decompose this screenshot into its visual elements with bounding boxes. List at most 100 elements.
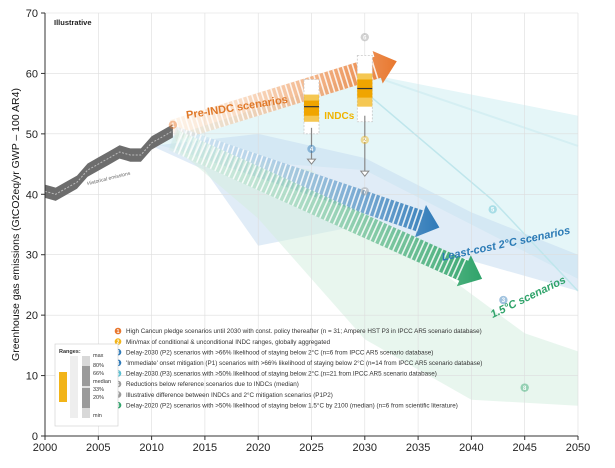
arrow-stripe xyxy=(377,197,387,219)
x-tick-label: 2010 xyxy=(139,442,163,454)
legend-marker-1 xyxy=(114,327,122,335)
arrow-stripe xyxy=(300,189,312,211)
x-tick-label: 2025 xyxy=(299,442,323,454)
arrow-stripe xyxy=(236,99,245,121)
arrow-stripe xyxy=(358,190,368,213)
y-tick-label: 70 xyxy=(26,8,38,20)
arrow-stripe xyxy=(270,88,279,111)
indc-ranges xyxy=(303,54,373,177)
x-tick-label: 2020 xyxy=(246,442,270,454)
arrow-stripe xyxy=(260,91,269,114)
arrow-stripe xyxy=(255,168,266,190)
ranges-key-bar-light xyxy=(70,356,78,418)
x-tick-label: 2000 xyxy=(33,442,57,454)
ranges-key: Ranges: max 80% 66% median 33% 20% min xyxy=(54,343,119,427)
arrow-stripe xyxy=(354,189,363,211)
arrow-stripe xyxy=(195,142,207,163)
arrow-stripe xyxy=(231,100,240,123)
arrow-stripe xyxy=(251,94,260,117)
arrow-stripe xyxy=(255,93,264,115)
legend-marker-label-1: 1 xyxy=(117,329,120,335)
marker-label-6: 6 xyxy=(363,35,367,41)
legend-entry-8: Delay-2020 (P2) scenarios with >50% like… xyxy=(126,401,458,409)
arrow-stripe xyxy=(387,200,396,222)
arrow-stripe xyxy=(428,246,440,268)
scenario-markers: 1 2 3 4 5 6 7 8 xyxy=(168,32,529,392)
arrow-stripe xyxy=(410,208,420,230)
arrow-stripe xyxy=(378,224,389,245)
arrow-stripe xyxy=(268,175,280,196)
arrow-stripe xyxy=(401,205,411,227)
arrow-stripe xyxy=(317,73,326,96)
arrow-stripe xyxy=(264,173,275,194)
arrow-stripe xyxy=(406,207,415,229)
arrow-stripe xyxy=(336,67,346,90)
y-tick-label: 30 xyxy=(26,250,38,262)
arrow-stripe xyxy=(282,181,294,202)
arrow-stripe xyxy=(209,148,221,170)
arrow-stripe xyxy=(222,103,231,125)
marker-label-1: 1 xyxy=(171,123,175,129)
arrow-stripe xyxy=(419,242,430,264)
arrow-stripe xyxy=(401,234,412,256)
arrow-stripe xyxy=(355,214,367,235)
arrow-stripe xyxy=(193,112,202,134)
arrow-stripe xyxy=(415,210,425,232)
marker-8 xyxy=(520,383,529,392)
arrow-stripe xyxy=(182,136,193,157)
legend-marker-2 xyxy=(114,338,122,345)
arrow-stripe xyxy=(325,179,335,202)
axes: 2000 2005 2010 2015 2020 2025 2030 2035 2040 2045… xyxy=(10,8,590,454)
arrow-stripe xyxy=(250,166,262,188)
legend-entry-3: Delay-2030 (P2) scenarios with >66% like… xyxy=(126,348,433,356)
legend-marker-label-2: 2 xyxy=(117,340,120,346)
arrow-stripe xyxy=(274,87,283,109)
arrow-stripe xyxy=(363,192,373,214)
historical-line xyxy=(44,130,174,195)
arrow-stripe xyxy=(392,230,403,252)
ranges-key-label: 80% xyxy=(93,363,104,369)
arrow-stripe xyxy=(346,64,355,87)
y-tick-label: 10 xyxy=(26,371,38,383)
scenario-arrows xyxy=(168,51,483,287)
y-tick-label: 0 xyxy=(32,431,38,443)
reduction-arrowhead xyxy=(359,170,370,177)
arrow-stripe xyxy=(259,170,271,192)
arrow-stripe xyxy=(214,150,225,172)
arrow-stripe xyxy=(341,66,350,88)
arrow-stripe xyxy=(330,181,340,203)
arrow-stripe xyxy=(227,156,239,178)
legend-entry-5: Delay-2030 (P3) scenarios with >50% like… xyxy=(126,370,437,378)
x-tick-label: 2030 xyxy=(353,442,377,454)
marker-6 xyxy=(360,32,369,42)
arrow-stripe xyxy=(278,179,289,200)
arrow-stripe xyxy=(349,187,359,210)
arrow-stripe xyxy=(314,195,326,217)
arrow-stripe xyxy=(346,209,357,231)
arrow-stripe xyxy=(309,193,321,215)
arrow-stripe xyxy=(284,84,293,106)
arrow-stripe xyxy=(291,185,303,207)
x-tick-label: 2040 xyxy=(459,442,483,454)
ranges-key-label: max xyxy=(93,353,104,359)
arrow-stripe xyxy=(369,220,380,241)
arrow-stripe xyxy=(200,144,211,166)
ranges-key-label: 20% xyxy=(93,395,104,401)
arrow-stripe xyxy=(322,72,331,94)
arrow-stripe xyxy=(294,81,303,103)
arrow-stripe xyxy=(289,82,298,105)
arrow-stripe xyxy=(223,154,234,176)
arrow-stripe xyxy=(332,203,344,225)
arrow-stripe xyxy=(339,184,349,206)
marker-label-3: 3 xyxy=(502,298,506,304)
y-axis-label: Greenhouse gas emissions (GtCO2eq/yr GWP… xyxy=(10,88,22,361)
arrow-stripe xyxy=(387,228,398,250)
arrow-stripe xyxy=(212,106,221,128)
arrow-stripe xyxy=(446,255,458,276)
marker-5 xyxy=(488,205,497,214)
legend-entry-6: Reductions below reference scenarios due… xyxy=(126,381,299,388)
marker-label-7: 7 xyxy=(363,189,367,195)
arrow-stripe xyxy=(305,191,316,213)
arrow-stripe xyxy=(442,252,453,274)
